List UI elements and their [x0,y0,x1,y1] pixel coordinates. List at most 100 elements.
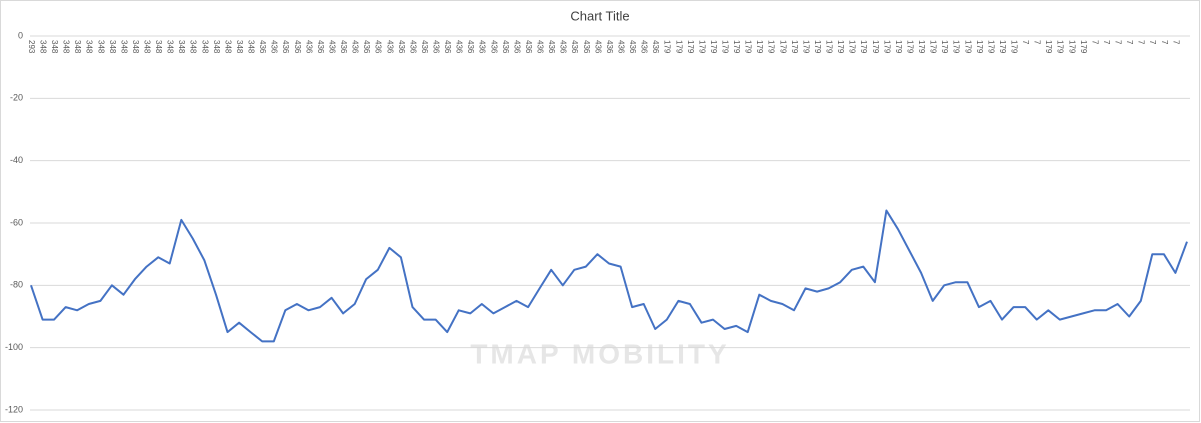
x-tick-label: 348 [119,40,128,54]
x-tick-label: 179 [1079,40,1088,54]
x-tick-label: 436 [258,40,267,54]
x-tick-label: 7 [1125,40,1134,45]
x-tick-label: 348 [166,40,175,54]
x-tick-label: 348 [154,40,163,54]
x-tick-label: 7 [1114,40,1123,45]
x-tick-label: 348 [235,40,244,54]
x-tick-label: 348 [212,40,221,54]
chart-title: Chart Title [570,8,629,23]
x-tick-label: 179 [952,40,961,54]
x-tick-label: 436 [570,40,579,54]
x-tick-label: 179 [767,40,776,54]
x-tick-label: 179 [998,40,1007,54]
x-tick-label: 348 [223,40,232,54]
y-tick-label: -20 [10,93,23,103]
x-tick-label: 293 [27,40,36,54]
x-tick-label: 436 [524,40,533,54]
x-tick-label: 436 [316,40,325,54]
x-tick-label: 179 [963,40,972,54]
y-tick-label: -120 [5,404,23,414]
watermark: TMAP MOBILITY [470,338,729,369]
y-tick-label: 0 [18,30,23,40]
x-tick-label: 348 [50,40,59,54]
x-tick-label: 436 [408,40,417,54]
x-tick-label: 179 [697,40,706,54]
x-tick-label: 436 [304,40,313,54]
x-tick-label: 436 [559,40,568,54]
y-tick-label: -80 [10,280,23,290]
x-tick-label: 179 [825,40,834,54]
x-tick-label: 348 [177,40,186,54]
x-tick-label: 7 [1148,40,1157,45]
x-tick-label: 7 [1137,40,1146,45]
x-tick-label: 179 [1056,40,1065,54]
x-tick-label: 179 [871,40,880,54]
x-tick-label: 179 [882,40,891,54]
x-tick-label: 179 [859,40,868,54]
x-tick-label: 7 [1160,40,1169,45]
x-tick-label: 436 [374,40,383,54]
y-tick-label: -100 [5,342,23,352]
x-tick-label: 436 [582,40,591,54]
x-tick-label: 179 [674,40,683,54]
x-tick-label: 179 [744,40,753,54]
x-tick-label: 348 [189,40,198,54]
x-tick-label: 436 [270,40,279,54]
x-tick-label: 436 [327,40,336,54]
x-tick-label: 179 [1044,40,1053,54]
x-tick-label: 179 [1067,40,1076,54]
x-tick-label: 436 [431,40,440,54]
x-tick-label: 7 [1090,40,1099,45]
x-tick-label: 348 [38,40,47,54]
x-tick-label: 179 [836,40,845,54]
x-tick-label: 436 [443,40,452,54]
x-tick-label: 436 [640,40,649,54]
x-tick-label: 436 [593,40,602,54]
x-tick-label: 436 [628,40,637,54]
x-tick-label: 179 [732,40,741,54]
x-tick-label: 179 [686,40,695,54]
x-tick-label: 179 [1009,40,1018,54]
x-tick-label: 348 [73,40,82,54]
x-tick-label: 348 [247,40,256,54]
x-tick-label: 7 [1033,40,1042,45]
line-series [30,209,1188,343]
x-tick-label: 348 [108,40,117,54]
x-tick-label: 179 [709,40,718,54]
x-tick-label: 348 [62,40,71,54]
x-tick-label: 348 [85,40,94,54]
x-tick-label: 436 [293,40,302,54]
x-tick-label: 436 [281,40,290,54]
x-tick-label: 436 [489,40,498,54]
x-tick-label: 436 [605,40,614,54]
x-tick-label: 436 [651,40,660,54]
x-tick-label: 179 [917,40,926,54]
x-tick-label: 179 [975,40,984,54]
x-tick-label: 348 [131,40,140,54]
x-tick-label: 7 [1021,40,1030,45]
x-tick-label: 179 [813,40,822,54]
x-tick-label: 436 [536,40,545,54]
x-tick-label: 436 [466,40,475,54]
x-tick-label: 179 [929,40,938,54]
x-tick-label: 436 [547,40,556,54]
x-tick-label: 179 [905,40,914,54]
x-tick-label: 179 [940,40,949,54]
x-tick-label: 179 [801,40,810,54]
x-tick-label: 179 [986,40,995,54]
x-tick-label: 436 [616,40,625,54]
x-tick-label: 436 [478,40,487,54]
x-tick-label: 7 [1102,40,1111,45]
x-tick-label: 7 [1171,40,1180,45]
x-tick-label: 179 [790,40,799,54]
x-tick-label: 436 [385,40,394,54]
x-tick-label: 436 [339,40,348,54]
x-tick-label: 179 [663,40,672,54]
y-tick-label: -40 [10,155,23,165]
x-tick-label: 436 [362,40,371,54]
x-tick-label: 436 [420,40,429,54]
x-tick-label: 436 [351,40,360,54]
y-tick-label: -60 [10,217,23,227]
